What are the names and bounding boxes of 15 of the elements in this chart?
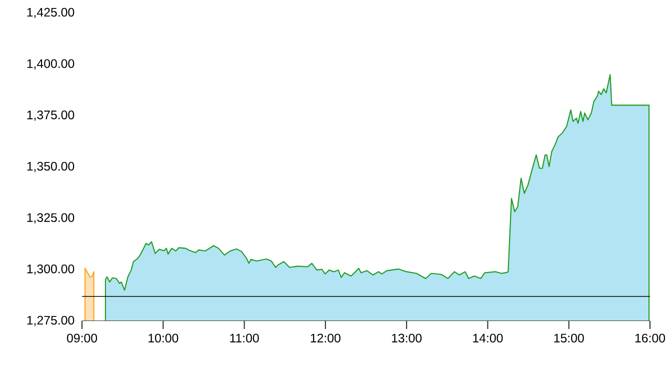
x-tick-label: 11:00	[230, 334, 259, 342]
y-tick-label: 1,350.00	[27, 162, 74, 172]
x-tick-label: 13:00	[392, 334, 422, 342]
y-tick-label: 1,425.00	[27, 8, 74, 18]
x-tick-label: 10:00	[148, 334, 178, 342]
x-tick-label: 15:00	[554, 334, 584, 342]
x-tick-label: 16:00	[635, 334, 666, 342]
y-tick-label: 1,325.00	[27, 213, 74, 224]
x-tick-label: 12:00	[310, 334, 340, 342]
y-tick-label: 1,275.00	[27, 316, 74, 326]
y-tick-label: 1,375.00	[27, 110, 74, 121]
x-tick-label: 09:00	[66, 334, 98, 342]
y-tick-label: 1,300.00	[27, 264, 74, 275]
x-tick-label: 14:00	[473, 334, 503, 342]
y-tick-label: 1,400.00	[27, 59, 74, 70]
